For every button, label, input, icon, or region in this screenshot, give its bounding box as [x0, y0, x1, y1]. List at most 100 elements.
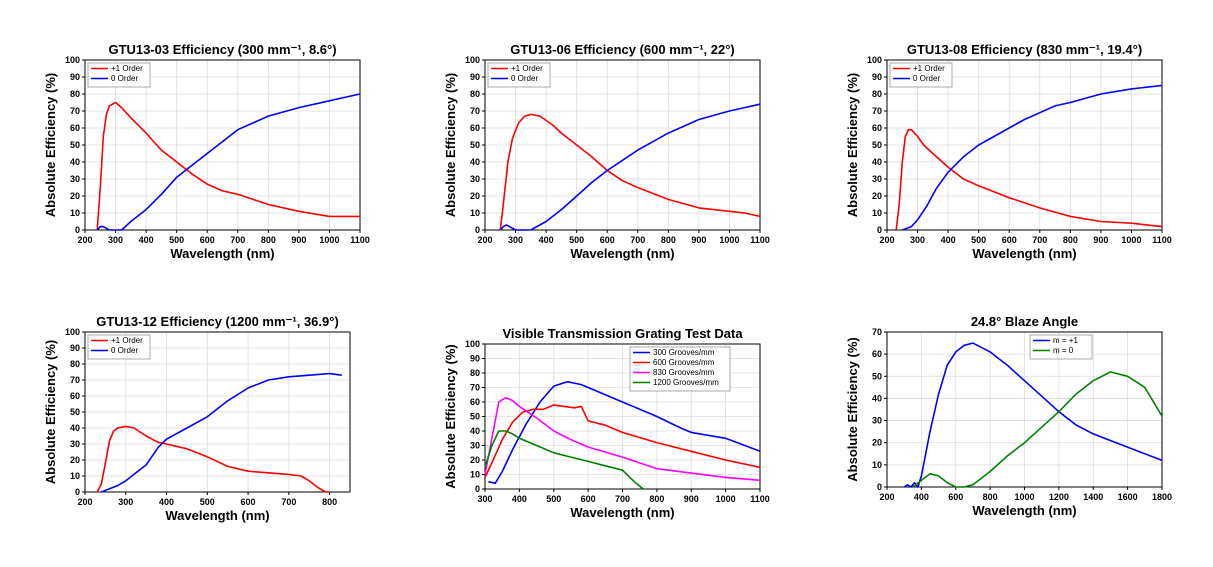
y-tick-label: 70	[70, 375, 80, 385]
y-tick-label: 10	[470, 208, 480, 218]
x-tick-label: 700	[281, 497, 296, 507]
x-tick-label: 600	[200, 235, 215, 245]
series-line-2	[902, 84, 1163, 231]
chart-gtu13-03: 200 300 400 500 600 700 800 900 1000 1100 0 10 20 30 4…	[40, 38, 370, 268]
x-tick-label: 800	[661, 235, 676, 245]
y-tick-label: 20	[872, 191, 882, 201]
x-tick-label: 500	[200, 497, 215, 507]
y-axis-label: Absolute Efficiency (%)	[845, 73, 860, 217]
y-tick-label: 30	[70, 439, 80, 449]
legend-box	[87, 334, 151, 360]
y-axis-label: Absolute Efficiency (%)	[443, 73, 458, 217]
x-tick-label: 800	[261, 235, 276, 245]
x-tick-label: 800	[1063, 235, 1078, 245]
x-tick-label: 200	[77, 235, 92, 245]
chart-visible-transmission: 300 400 500 600 700 800 900 1000 1100 0 10 20 30 40 50…	[440, 322, 770, 527]
legend-entry: 0 Order	[111, 346, 138, 355]
y-tick-label: 60	[70, 391, 80, 401]
series-line-2	[484, 404, 761, 478]
y-tick-label: 40	[872, 393, 882, 403]
y-tick-label: 90	[470, 354, 480, 364]
y-tick-label: 60	[470, 397, 480, 407]
x-tick-label: 300	[508, 235, 523, 245]
chart-title: Visible Transmission Grating Test Data	[502, 326, 743, 341]
y-tick-label: 50	[872, 371, 882, 381]
x-tick-label: 1000	[319, 235, 339, 245]
legend-entry: 1200 Grooves/mm	[653, 378, 719, 387]
series-line-1	[895, 128, 1163, 231]
chart-gtu13-06: 200 300 400 500 600 700 800 900 1000 1100 0 10 20 30 4…	[440, 38, 770, 268]
x-tick-label: 800	[983, 492, 998, 502]
series-line-1	[488, 380, 761, 484]
x-tick-label: 400	[941, 235, 956, 245]
y-tick-label: 10	[872, 460, 882, 470]
y-tick-label: 0	[75, 487, 80, 497]
y-tick-label: 70	[872, 327, 882, 337]
y-tick-label: 10	[470, 470, 480, 480]
x-tick-label: 600	[581, 494, 596, 504]
x-tick-label: 600	[1002, 235, 1017, 245]
x-axis-label: Wavelength (nm)	[972, 503, 1076, 518]
x-tick-label: 1000	[716, 494, 736, 504]
chart-svg: 300 400 500 600 700 800 900 1000 1100 0 10 20 30 40 50…	[443, 326, 770, 520]
legend-entry: m = +1	[1053, 336, 1078, 345]
y-tick-label: 60	[872, 123, 882, 133]
y-tick-label: 80	[470, 89, 480, 99]
y-tick-label: 10	[872, 208, 882, 218]
x-tick-label: 1000	[719, 235, 739, 245]
x-tick-label: 1100	[750, 235, 770, 245]
y-tick-label: 0	[877, 482, 882, 492]
series-line-1	[96, 101, 360, 231]
x-tick-label: 600	[600, 235, 615, 245]
y-tick-label: 60	[470, 123, 480, 133]
legend-box	[87, 62, 151, 88]
y-tick-label: 30	[470, 441, 480, 451]
x-tick-label: 700	[1032, 235, 1047, 245]
x-tick-label: 1200	[1049, 492, 1069, 502]
y-tick-label: 0	[475, 484, 480, 494]
x-tick-label: 300	[477, 494, 492, 504]
y-tick-label: 40	[872, 157, 882, 167]
y-tick-label: 100	[867, 55, 882, 65]
legend-entry: 830 Grooves/mm	[653, 368, 715, 377]
chart-svg: 200 300 400 500 600 700 800 900 1000 1100 0 10 20 30 4…	[43, 42, 370, 261]
series-line-2	[499, 103, 761, 231]
y-tick-label: 50	[872, 140, 882, 150]
y-tick-label: 40	[70, 157, 80, 167]
x-tick-label: 1100	[1152, 235, 1172, 245]
x-tick-label: 300	[910, 235, 925, 245]
series-line-2	[912, 371, 1163, 488]
y-tick-label: 100	[65, 327, 80, 337]
y-tick-label: 90	[70, 72, 80, 82]
y-tick-label: 0	[877, 225, 882, 235]
legend-entry: +1 Order	[111, 336, 143, 345]
x-tick-label: 1800	[1152, 492, 1172, 502]
series-line-1	[903, 342, 1163, 488]
y-tick-label: 70	[470, 383, 480, 393]
chart-svg: 200 400 600 800 1000 1200 1400 1600 1800 0 10 20 30 4…	[845, 314, 1172, 518]
x-tick-label: 600	[241, 497, 256, 507]
y-tick-label: 20	[70, 455, 80, 465]
y-tick-label: 50	[470, 412, 480, 422]
x-tick-label: 1100	[350, 235, 370, 245]
chart-title: GTU13-03 Efficiency (300 mm⁻¹, 8.6°)	[108, 42, 336, 57]
x-tick-label: 800	[649, 494, 664, 504]
y-tick-label: 10	[70, 471, 80, 481]
series-line-1	[499, 113, 761, 231]
y-tick-label: 90	[70, 343, 80, 353]
x-axis-label: Wavelength (nm)	[570, 246, 674, 261]
y-tick-label: 80	[470, 368, 480, 378]
y-tick-label: 100	[465, 339, 480, 349]
chart-svg: 200 300 400 500 600 700 800 900 1000 1100 0 10 20 30 4…	[845, 42, 1172, 261]
series-line-3	[484, 396, 761, 482]
y-tick-label: 80	[872, 89, 882, 99]
y-tick-label: 30	[470, 174, 480, 184]
x-tick-label: 1000	[1121, 235, 1141, 245]
x-tick-label: 900	[691, 235, 706, 245]
y-tick-label: 90	[470, 72, 480, 82]
x-tick-label: 700	[630, 235, 645, 245]
x-axis-label: Wavelength (nm)	[170, 246, 274, 261]
legend-entry: 300 Grooves/mm	[653, 348, 715, 357]
x-axis-label: Wavelength (nm)	[165, 508, 269, 523]
y-tick-label: 30	[872, 174, 882, 184]
